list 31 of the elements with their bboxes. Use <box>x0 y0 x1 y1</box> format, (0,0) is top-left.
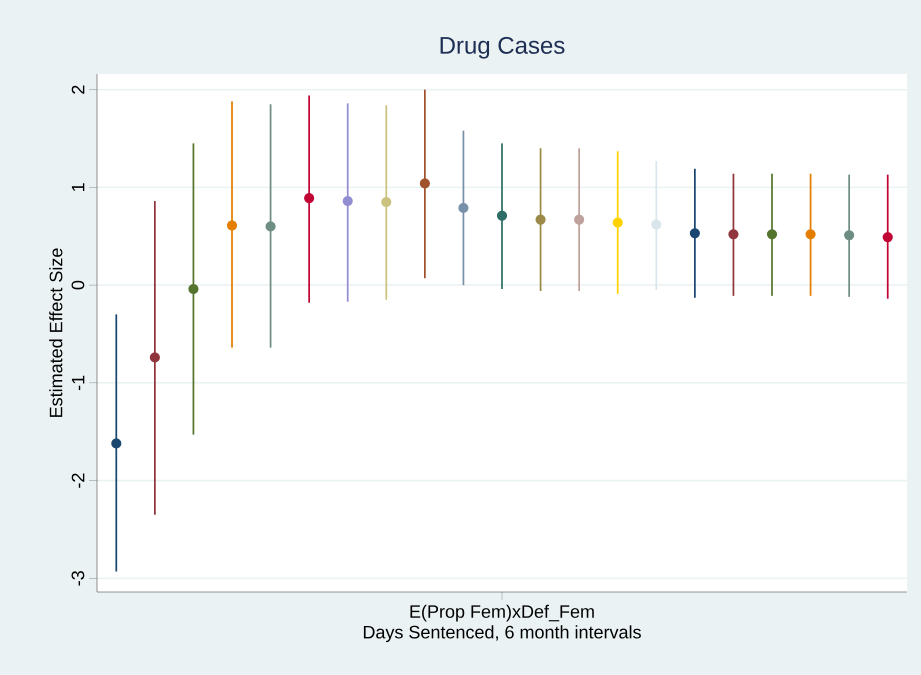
point <box>304 193 314 204</box>
x-tick-label: E(Prop Fem)xDef_Fem <box>410 604 594 622</box>
point <box>420 178 430 189</box>
point <box>690 228 700 238</box>
point <box>111 438 122 449</box>
point <box>574 214 584 225</box>
x-axis-title: Days Sentenced, 6 month intervals <box>364 625 641 642</box>
y-tick-label: 2 <box>72 86 84 94</box>
y-tick-label: -1 <box>72 376 84 390</box>
point <box>381 196 392 208</box>
y-tick-label: 1 <box>72 183 84 191</box>
point <box>458 202 469 213</box>
point <box>226 220 238 231</box>
point <box>496 210 508 221</box>
y-tick-label: 0 <box>72 280 84 290</box>
point <box>651 219 662 230</box>
point <box>728 229 739 240</box>
y-axis-title: Estimated Effect Size <box>49 248 62 417</box>
point <box>766 229 778 240</box>
y-tick-label: -2 <box>72 473 84 488</box>
point <box>536 214 546 225</box>
point <box>612 217 623 228</box>
point <box>266 221 276 232</box>
point <box>188 284 198 294</box>
point <box>882 232 893 242</box>
point <box>342 196 353 206</box>
chart-title: Drug Cases <box>440 36 564 59</box>
point <box>150 352 160 363</box>
point <box>844 230 854 240</box>
point <box>806 229 816 240</box>
y-tick-label: -3 <box>72 571 84 586</box>
